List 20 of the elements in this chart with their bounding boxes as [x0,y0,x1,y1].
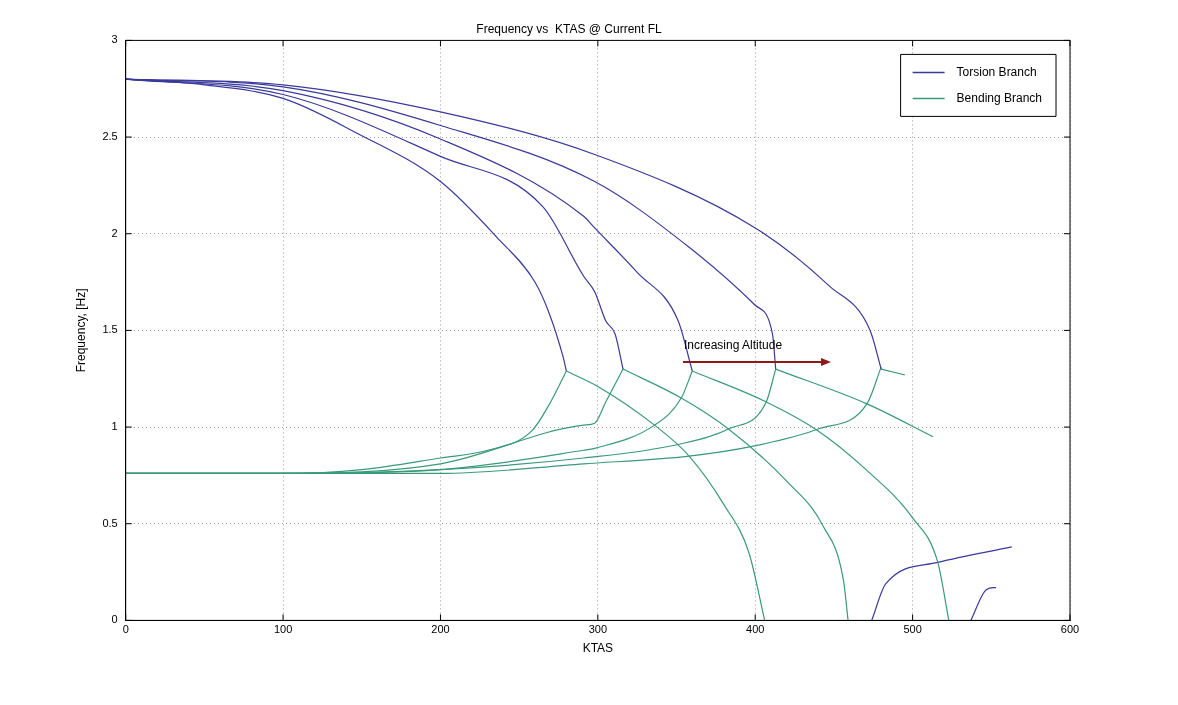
x-tick-label: 400 [746,623,765,636]
y-axis-title: Frequency, [Hz] [73,288,88,373]
y-tick-label: 1.5 [102,323,118,336]
x-tick-label: 0 [122,623,129,636]
x-tick-label: 200 [431,623,450,636]
x-tick-label: 100 [273,623,293,636]
x-tick-label: 500 [903,623,922,636]
y-tick-label: 2 [111,226,118,239]
y-tick-label: 1 [111,420,118,433]
legend-label: Bending Branch [956,90,1043,105]
legend-label: Torsion Branch [956,64,1037,79]
y-tick-label: 0.5 [102,516,118,529]
y-tick-label: 2.5 [102,130,118,143]
y-tick-label: 0 [111,613,118,626]
y-tick-label: 3 [111,33,118,46]
chart-title: Frequency vs KTAS @ Current FL [476,21,662,36]
x-axis-title: KTAS [582,641,614,656]
annotation: Increasing Altitude [684,338,783,352]
x-tick-label: 300 [588,623,608,636]
x-tick-label: 600 [1060,623,1080,636]
